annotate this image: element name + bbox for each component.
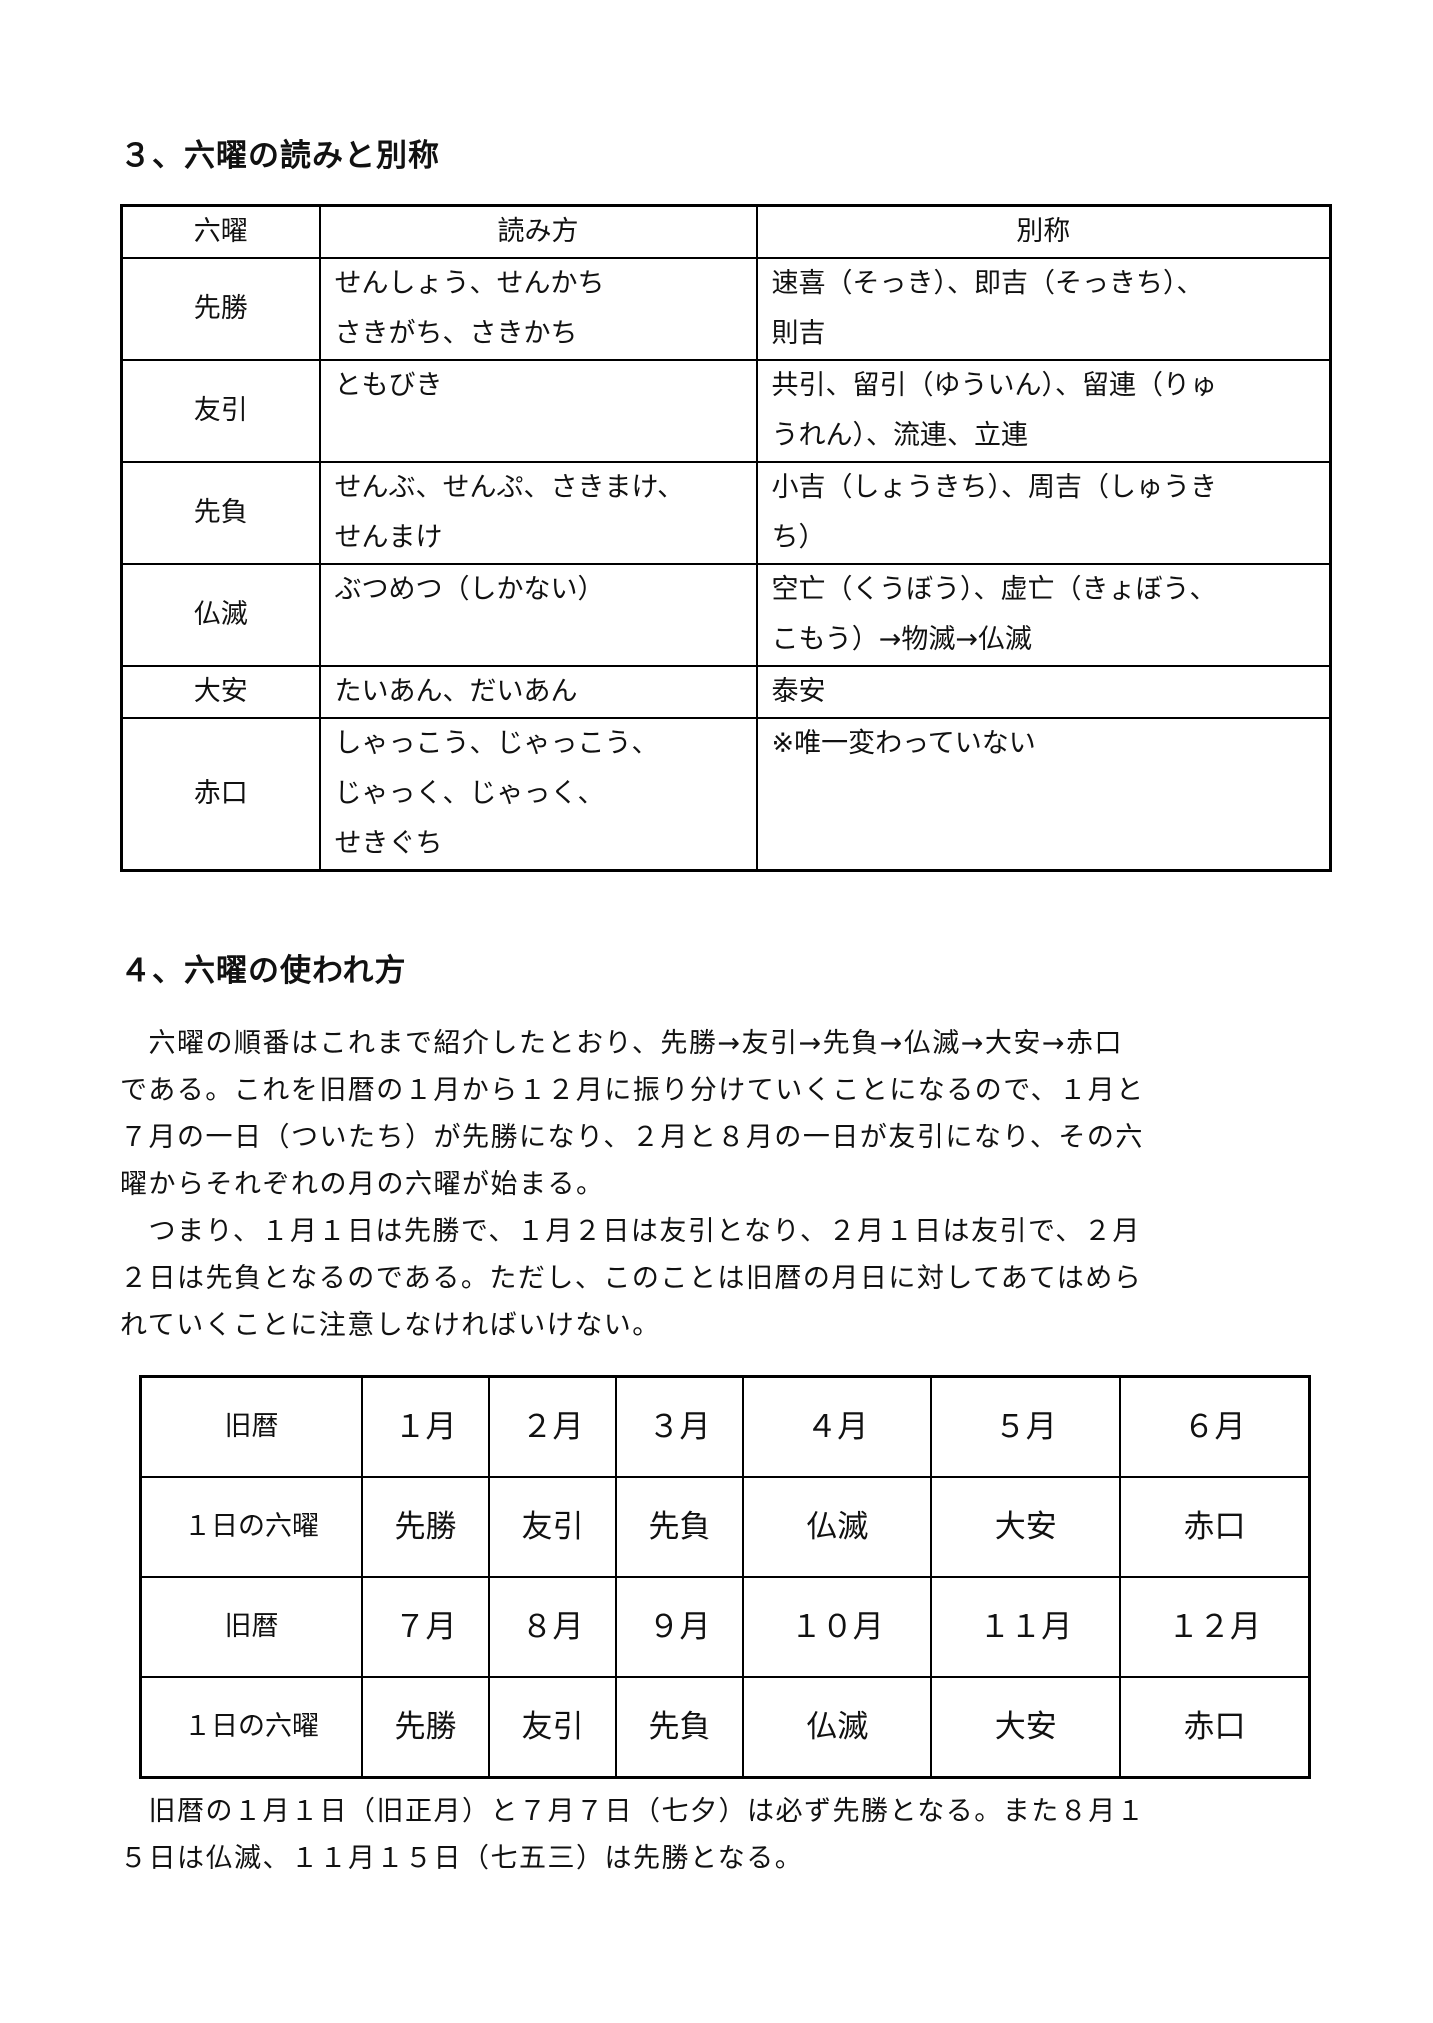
table-row: １日の六曜 先勝 友引 先負 仏滅 大安 赤口 [139,1676,1311,1779]
text-line: ７月の一日（ついたち）が先勝になり、２月と８月の一日が友引になり、その六 [120,1122,1144,1153]
reading-line: ぶつめつ（しかない） [334,574,605,605]
table-cell: 先勝 [361,1476,490,1578]
table-cell: 先勝 [361,1676,490,1779]
table-row: 旧暦 １月 ２月 ３月 ４月 ５月 ６月 [139,1375,1311,1478]
alias-line: 則吉 [771,318,826,349]
alias-cell: 泰安 [755,665,1332,719]
text-line: 曜からそれぞれの月の六曜が始まる。 [120,1169,605,1200]
row-label: 旧暦 [139,1576,363,1678]
reading-line: せきぐち [334,828,443,859]
rokuyo-readings-table: 六曜 読み方 別称 先勝 せんしょう、せんかち さきがち、さきかち 速喜（そっき）、即吉（そ… [120,204,1332,872]
rokuyo-name: 大安 [120,665,321,719]
reading-line: せんしょう、せんかち [334,268,605,299]
alias-line: 小吉（しょうきち）、周吉（しゅうき [771,472,1218,503]
table-cell: 先負 [614,1476,744,1578]
reading-cell: ともびき [318,359,758,463]
table-row: 赤口 しゃっこう、じゃっこう、 じゃっく、じゃっく、 せきぐち ※唯一変わっていない [120,717,1332,872]
table-cell: 大安 [930,1476,1121,1578]
paragraph-3: 旧暦の１月１日（旧正月）と７月７日（七夕）は必ず先勝となる。また８月１ ５日は仏滅… [120,1788,1332,1882]
column-header: 別称 [755,204,1332,259]
row-label: 旧暦 [139,1375,363,1478]
table-cell: ６月 [1118,1375,1311,1478]
table-cell: １２月 [1118,1576,1311,1678]
text-line: 六曜の順番はこれまで紹介したとおり、先勝→友引→先負→仏滅→大安→赤口 [120,1028,1124,1059]
table-row: 先負 せんぶ、せんぷ、さきまけ、 せんまけ 小吉（しょうきち）、周吉（しゅうき ち） [120,461,1332,565]
reading-line: せんまけ [334,522,443,553]
table-row: 先勝 せんしょう、せんかち さきがち、さきかち 速喜（そっき）、即吉（そっきち）、 則吉 [120,257,1332,361]
rokuyo-name: 先負 [120,461,321,565]
reading-line: さきがち、さきかち [334,318,578,349]
rokuyo-name: 友引 [120,359,321,463]
reading-cell: しゃっこう、じゃっこう、 じゃっく、じゃっく、 せきぐち [318,717,758,872]
reading-line: じゃっく、じゃっく、 [334,778,605,809]
table-row: １日の六曜 先勝 友引 先負 仏滅 大安 赤口 [139,1476,1311,1578]
table-header-row: 六曜 読み方 別称 [120,204,1332,259]
alias-line: ち） [771,522,826,553]
text-line: つまり、１月１日は先勝で、１月２日は友引となり、２月１日は友引で、２月 [120,1216,1141,1247]
alias-line: 空亡（くうぼう）、虚亡（きょぼう、 [771,574,1217,605]
alias-line: 共引、留引（ゆういん）、留連（りゅ [771,370,1218,401]
section3-heading: ３、六曜の読みと別称 [120,138,440,174]
alias-line: うれん）、流連、立連 [771,420,1029,451]
reading-cell: せんぶ、せんぷ、さきまけ、 せんまけ [318,461,758,565]
reading-cell: ぶつめつ（しかない） [318,563,758,667]
table-cell: ８月 [487,1576,617,1678]
alias-cell: ※唯一変わっていない [755,717,1332,872]
month-rokuyo-table: 旧暦 １月 ２月 ３月 ４月 ５月 ６月 １日の六曜 先勝 友引 先負 仏滅 大安 赤口 旧暦 ７月 ８月 ９月 １… [139,1375,1311,1779]
table-cell: ９月 [614,1576,744,1678]
alias-line: ※唯一変わっていない [771,728,1036,759]
reading-cell: せんしょう、せんかち さきがち、さきかち [318,257,758,361]
rokuyo-name: 仏滅 [120,563,321,667]
alias-line: 速喜（そっき）、即吉（そっきち）、 [771,268,1204,299]
reading-cell: たいあん、だいあん [318,665,758,719]
table-cell: 大安 [930,1676,1121,1779]
table-row: 仏滅 ぶつめつ（しかない） 空亡（くうぼう）、虚亡（きょぼう、 こもう）→物滅→仏滅 [120,563,1332,667]
table-row: 友引 ともびき 共引、留引（ゆういん）、留連（りゅ うれん）、流連、立連 [120,359,1332,463]
alias-line: こもう）→物滅→仏滅 [771,624,1032,655]
alias-cell: 小吉（しょうきち）、周吉（しゅうき ち） [755,461,1332,565]
rokuyo-name: 赤口 [120,717,321,872]
reading-line: せんぶ、せんぷ、さきまけ、 [334,472,685,503]
row-label: １日の六曜 [139,1476,363,1578]
table-cell: ７月 [361,1576,490,1678]
table-cell: 赤口 [1118,1476,1311,1578]
table-row: 大安 たいあん、だいあん 泰安 [120,665,1332,719]
alias-cell: 速喜（そっき）、即吉（そっきち）、 則吉 [755,257,1332,361]
text-line: ２日は先負となるのである。ただし、このことは旧暦の月日に対してあてはめら [120,1263,1143,1294]
table-row: 旧暦 ７月 ８月 ９月 １０月 １１月 １２月 [139,1576,1311,1678]
table-cell: 友引 [487,1476,617,1578]
reading-line: たいあん、だいあん [334,676,578,707]
table-cell: ２月 [487,1375,617,1478]
text-line: ５日は仏滅、１１月１５日（七五三）は先勝となる。 [120,1843,804,1874]
table-cell: １０月 [741,1576,933,1678]
row-label: １日の六曜 [139,1676,363,1779]
table-cell: ４月 [741,1375,933,1478]
text-line: れていくことに注意しなければいけない。 [120,1310,661,1341]
table-cell: １月 [361,1375,490,1478]
alias-line: 泰安 [771,676,826,707]
column-header: 六曜 [120,204,321,259]
column-header: 読み方 [318,204,758,259]
paragraph-2: つまり、１月１日は先勝で、１月２日は友引となり、２月１日は友引で、２月 ２日は先負… [120,1208,1332,1349]
table-cell: 先負 [614,1676,744,1779]
table-cell: 仏滅 [741,1476,933,1578]
alias-cell: 空亡（くうぼう）、虚亡（きょぼう、 こもう）→物滅→仏滅 [755,563,1332,667]
paragraph-1: 六曜の順番はこれまで紹介したとおり、先勝→友引→先負→仏滅→大安→赤口 である。こ… [120,1020,1332,1208]
table-cell: １１月 [930,1576,1121,1678]
table-cell: 仏滅 [741,1676,933,1779]
table-cell: 友引 [487,1676,617,1779]
alias-cell: 共引、留引（ゆういん）、留連（りゅ うれん）、流連、立連 [755,359,1332,463]
reading-line: ともびき [334,370,443,401]
section4-heading: ４、六曜の使われ方 [120,953,407,989]
text-line: である。これを旧暦の１月から１２月に振り分けていくことになるので、１月と [120,1075,1145,1106]
table-cell: ３月 [614,1375,744,1478]
reading-line: しゃっこう、じゃっこう、 [334,728,659,759]
text-line: 旧暦の１月１日（旧正月）と７月７日（七夕）は必ず先勝となる。また８月１ [120,1796,1146,1827]
rokuyo-name: 先勝 [120,257,321,361]
table-cell: 赤口 [1118,1676,1311,1779]
table-cell: ５月 [930,1375,1121,1478]
